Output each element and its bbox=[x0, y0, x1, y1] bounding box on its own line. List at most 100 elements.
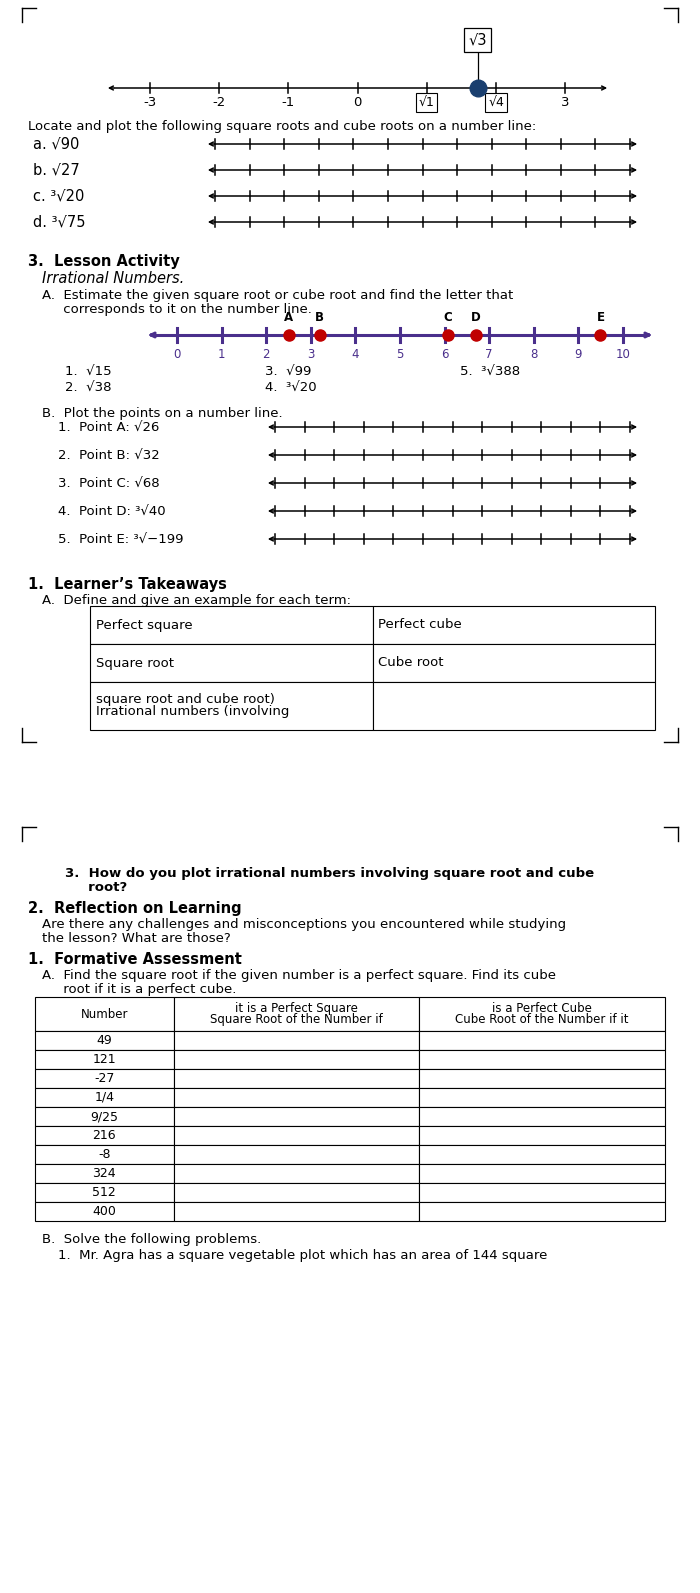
Bar bbox=[419, 1107, 665, 1126]
Text: 1.  √15: 1. √15 bbox=[65, 365, 111, 378]
Bar bbox=[174, 1088, 419, 1107]
Bar bbox=[174, 997, 419, 1031]
Text: 3.  Lesson Activity: 3. Lesson Activity bbox=[28, 253, 180, 269]
Bar bbox=[419, 1164, 665, 1184]
Text: D: D bbox=[471, 311, 481, 323]
Bar bbox=[174, 1145, 419, 1164]
Text: A.  Estimate the given square root or cube root and find the letter that: A. Estimate the given square root or cub… bbox=[42, 288, 513, 303]
Text: 1.  Learner’s Takeaways: 1. Learner’s Takeaways bbox=[28, 577, 227, 593]
Text: 4: 4 bbox=[351, 347, 359, 362]
Bar bbox=[35, 1107, 174, 1126]
Text: 3: 3 bbox=[307, 347, 314, 362]
Text: E: E bbox=[596, 311, 605, 323]
Text: 3.  Point C: √68: 3. Point C: √68 bbox=[58, 476, 160, 489]
Text: Irrational Numbers.: Irrational Numbers. bbox=[42, 271, 184, 287]
Text: B.  Solve the following problems.: B. Solve the following problems. bbox=[42, 1233, 261, 1246]
Text: B: B bbox=[315, 311, 324, 323]
Bar bbox=[419, 1203, 665, 1220]
Text: 1.  Point A: √26: 1. Point A: √26 bbox=[58, 421, 160, 433]
Text: A.  Find the square root if the given number is a perfect square. Find its cube: A. Find the square root if the given num… bbox=[42, 969, 556, 981]
Text: -8: -8 bbox=[98, 1149, 111, 1161]
Bar bbox=[174, 1184, 419, 1203]
Text: root if it is a perfect cube.: root if it is a perfect cube. bbox=[42, 983, 237, 996]
Text: √3: √3 bbox=[468, 32, 486, 48]
Text: 2.  √38: 2. √38 bbox=[65, 381, 111, 393]
Bar bbox=[35, 997, 174, 1031]
Bar bbox=[419, 997, 665, 1031]
Bar bbox=[419, 1031, 665, 1050]
Text: 3: 3 bbox=[561, 96, 570, 108]
Bar bbox=[90, 682, 372, 730]
Bar bbox=[419, 1069, 665, 1088]
Text: c. ³√20: c. ³√20 bbox=[33, 188, 85, 204]
Text: A.  Define and give an example for each term:: A. Define and give an example for each t… bbox=[42, 594, 351, 607]
Text: 9/25: 9/25 bbox=[90, 1110, 118, 1123]
Text: 3.  √99: 3. √99 bbox=[265, 365, 312, 378]
Text: 1.  Formative Assessment: 1. Formative Assessment bbox=[28, 953, 242, 967]
Text: 2.  Point B: √32: 2. Point B: √32 bbox=[58, 449, 160, 462]
Text: Cube Root of the Number if it: Cube Root of the Number if it bbox=[456, 1013, 629, 1026]
Text: it is a Perfect Square: it is a Perfect Square bbox=[235, 1002, 358, 1015]
Text: B.  Plot the points on a number line.: B. Plot the points on a number line. bbox=[42, 406, 283, 421]
Text: A: A bbox=[284, 311, 293, 323]
Text: Irrational numbers (involving: Irrational numbers (involving bbox=[96, 706, 289, 718]
Bar bbox=[35, 1126, 174, 1145]
Text: 1/4: 1/4 bbox=[94, 1091, 114, 1104]
Text: Cube root: Cube root bbox=[379, 656, 444, 669]
Text: 2: 2 bbox=[262, 347, 270, 362]
Text: square root and cube root): square root and cube root) bbox=[96, 693, 275, 707]
Text: a. √90: a. √90 bbox=[33, 137, 79, 151]
Text: 5.  ³√388: 5. ³√388 bbox=[460, 365, 520, 378]
Text: 400: 400 bbox=[92, 1204, 116, 1219]
Bar bbox=[174, 1031, 419, 1050]
Bar bbox=[372, 682, 655, 730]
Text: 10: 10 bbox=[615, 347, 630, 362]
Text: 0: 0 bbox=[174, 347, 181, 362]
Bar bbox=[174, 1050, 419, 1069]
Bar bbox=[35, 1069, 174, 1088]
Text: Locate and plot the following square roots and cube roots on a number line:: Locate and plot the following square roo… bbox=[28, 119, 536, 132]
Text: d. ³√75: d. ³√75 bbox=[33, 215, 85, 229]
Text: 5: 5 bbox=[396, 347, 404, 362]
Bar bbox=[174, 1164, 419, 1184]
Bar bbox=[174, 1107, 419, 1126]
Bar bbox=[90, 644, 372, 682]
Bar bbox=[35, 1184, 174, 1203]
Text: Perfect square: Perfect square bbox=[96, 618, 192, 631]
Bar bbox=[35, 1164, 174, 1184]
Bar bbox=[419, 1145, 665, 1164]
Text: 2.  Reflection on Learning: 2. Reflection on Learning bbox=[28, 902, 242, 916]
Text: is a Perfect Cube: is a Perfect Cube bbox=[492, 1002, 592, 1015]
Text: 6: 6 bbox=[441, 347, 448, 362]
Text: 4.  Point D: ³√40: 4. Point D: ³√40 bbox=[58, 505, 166, 518]
Text: root?: root? bbox=[65, 881, 127, 894]
Text: √1: √1 bbox=[419, 96, 435, 108]
Text: -1: -1 bbox=[281, 96, 295, 108]
Bar bbox=[90, 605, 372, 644]
Text: Square Root of the Number if: Square Root of the Number if bbox=[210, 1013, 383, 1026]
Bar bbox=[174, 1126, 419, 1145]
Text: 49: 49 bbox=[97, 1034, 112, 1047]
Bar bbox=[372, 605, 655, 644]
Text: C: C bbox=[444, 311, 452, 323]
Bar bbox=[419, 1126, 665, 1145]
Text: 0: 0 bbox=[354, 96, 362, 108]
Text: 8: 8 bbox=[530, 347, 538, 362]
Text: 9: 9 bbox=[575, 347, 582, 362]
Bar bbox=[35, 1203, 174, 1220]
Text: 324: 324 bbox=[92, 1168, 116, 1180]
Bar bbox=[35, 1050, 174, 1069]
Text: 216: 216 bbox=[92, 1129, 116, 1142]
Text: corresponds to it on the number line.: corresponds to it on the number line. bbox=[42, 303, 312, 315]
Text: Square root: Square root bbox=[96, 656, 174, 669]
Text: -27: -27 bbox=[94, 1072, 115, 1085]
Bar bbox=[419, 1050, 665, 1069]
Bar bbox=[35, 1031, 174, 1050]
Bar bbox=[174, 1203, 419, 1220]
Text: 121: 121 bbox=[92, 1053, 116, 1066]
Bar bbox=[35, 1145, 174, 1164]
Text: √4: √4 bbox=[488, 96, 504, 108]
Text: b. √27: b. √27 bbox=[33, 162, 80, 177]
Text: 7: 7 bbox=[485, 347, 493, 362]
Text: -2: -2 bbox=[212, 96, 225, 108]
